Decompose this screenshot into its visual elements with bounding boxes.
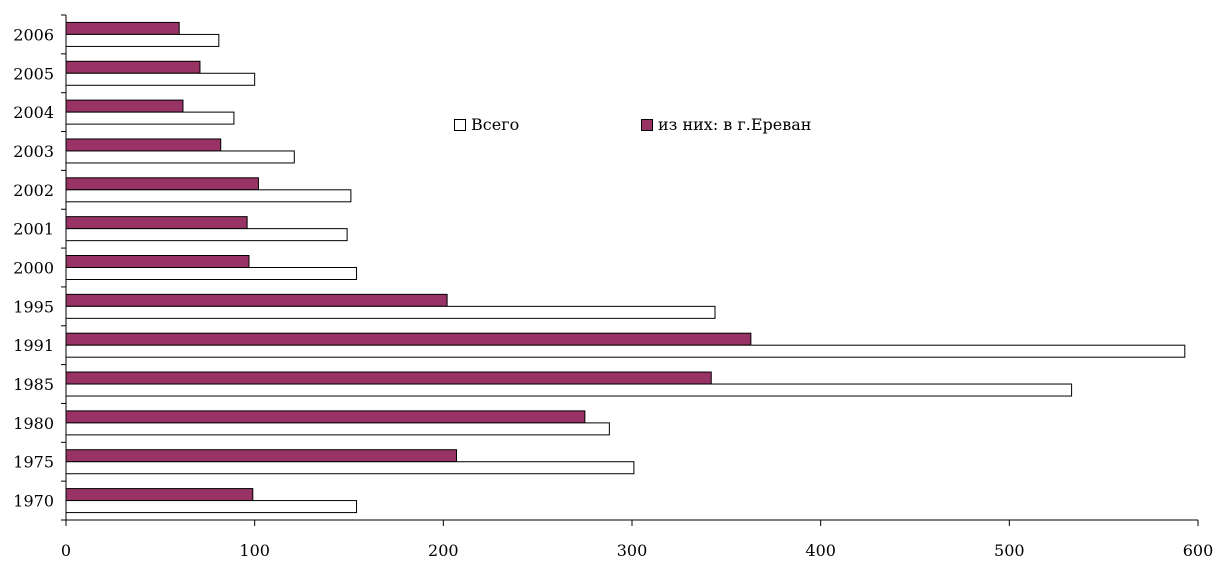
bar-yerevan: [65, 99, 184, 113]
bar-total: [65, 72, 256, 86]
y-tick-label: 1980: [13, 414, 54, 433]
bar-yerevan: [65, 177, 259, 191]
x-tick-label: 600: [1183, 541, 1214, 560]
legend-label-total: Всего: [471, 115, 520, 134]
bar-yerevan: [65, 138, 222, 152]
bar-yerevan: [65, 488, 254, 502]
bar-total: [65, 422, 610, 436]
bar-yerevan: [65, 449, 458, 463]
bar-total: [65, 111, 235, 125]
bar-yerevan: [65, 255, 250, 268]
y-tick-label: 2000: [13, 259, 54, 278]
bar-yerevan: [65, 371, 712, 385]
legend-swatch-total: [454, 118, 466, 131]
bar-total: [65, 500, 358, 514]
bar-yerevan: [65, 21, 180, 35]
bar-total: [65, 150, 295, 164]
bar-total: [65, 228, 348, 242]
y-tick-label: 2005: [13, 64, 54, 83]
bar-yerevan: [65, 332, 752, 346]
y-tick-label: 2006: [13, 25, 54, 44]
bar-total: [65, 305, 716, 319]
bar-total: [65, 33, 220, 47]
x-tick-label: 100: [239, 541, 270, 560]
x-tick-label: 0: [61, 541, 71, 560]
bar-yerevan: [65, 293, 448, 307]
x-tick-label: 500: [994, 541, 1025, 560]
y-tick-label: 2001: [13, 220, 54, 239]
y-tick-label: 1985: [13, 375, 54, 394]
x-tick-label: 400: [805, 541, 836, 560]
x-tick-label: 200: [428, 541, 459, 560]
y-tick-label: 1991: [13, 336, 54, 355]
bar-yerevan: [65, 410, 586, 424]
bar-yerevan: [65, 60, 201, 74]
y-tick-label: 2002: [13, 181, 54, 200]
legend-item-yerevan: из них: в г.Ереван: [641, 115, 811, 134]
bar-total: [65, 267, 358, 280]
y-tick-label: 1970: [13, 492, 54, 511]
y-tick-label: 1975: [13, 453, 54, 472]
legend-item-total: Всего: [454, 115, 519, 134]
bar-total: [65, 461, 635, 475]
x-tick-label: 300: [617, 541, 648, 560]
bar-yerevan: [65, 216, 248, 230]
legend-swatch-yerevan: [641, 118, 653, 131]
bar-total: [65, 383, 1073, 397]
legend-label-yerevan: из них: в г.Ереван: [658, 115, 812, 134]
y-tick-label: 2004: [13, 103, 54, 122]
bar-total: [65, 189, 352, 203]
bar-total: [65, 344, 1186, 358]
y-tick-label: 1995: [13, 297, 54, 316]
y-tick-label: 2003: [13, 142, 54, 161]
